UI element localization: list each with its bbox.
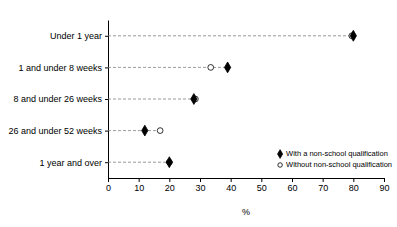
y-tick-mark <box>105 99 108 100</box>
dot-marker <box>157 128 163 134</box>
legend-marker <box>278 150 283 159</box>
x-tick: 10 <box>134 178 144 193</box>
y-tick-label: 1 year and over <box>39 158 102 168</box>
x-tick: 30 <box>195 178 205 193</box>
x-tick-mark <box>231 178 232 182</box>
x-axis-line <box>109 178 385 179</box>
legend-label: With a non-school qualification <box>286 149 388 158</box>
x-tick-label: 60 <box>287 183 297 193</box>
x-tick-label: 40 <box>226 183 236 193</box>
y-tick: 1 year and over <box>39 158 108 168</box>
x-tick-label: 70 <box>318 183 328 193</box>
x-tick: 0 <box>106 178 111 193</box>
legend-marker <box>278 163 283 168</box>
dot-marker <box>350 30 356 41</box>
x-tick-mark <box>384 178 385 182</box>
leader-line <box>108 35 353 36</box>
dot-marker <box>166 157 172 168</box>
y-tick-mark <box>105 36 108 37</box>
y-tick-label: 26 and under 52 weeks <box>8 126 102 136</box>
dot-marker <box>191 94 197 105</box>
x-tick-label: 20 <box>165 183 175 193</box>
x-tick-label: 50 <box>257 183 267 193</box>
x-tick-mark <box>169 178 170 182</box>
y-tick-mark <box>105 162 108 163</box>
leader-line <box>108 162 169 163</box>
x-axis-title: % <box>242 207 250 217</box>
x-tick-label: 90 <box>379 183 389 193</box>
y-tick-label: 8 and under 26 weeks <box>13 94 102 104</box>
legend-label: Without non-school qualification <box>286 160 392 169</box>
leader-line <box>108 99 195 100</box>
y-tick-mark <box>105 67 108 68</box>
y-tick-mark <box>105 131 108 132</box>
x-tick-mark <box>139 178 140 182</box>
x-tick-label: 0 <box>106 183 111 193</box>
y-axis-line <box>108 21 109 179</box>
leader-line <box>108 130 160 131</box>
y-tick: 1 and under 8 weeks <box>18 63 108 73</box>
dot-marker <box>142 125 148 136</box>
x-tick-label: 30 <box>195 183 205 193</box>
y-axis: Under 1 year 1 and under 8 weeks 8 and und… <box>8 21 108 179</box>
x-tick-label: 10 <box>134 183 144 193</box>
x-axis: 0 10 20 30 40 50 60 70 80 90 <box>106 178 390 193</box>
legend: With a non-school qualification Without n… <box>278 149 392 169</box>
x-tick: 60 <box>287 178 297 193</box>
y-tick: 8 and under 26 weeks <box>13 94 108 104</box>
x-tick: 70 <box>318 178 328 193</box>
plot-area <box>108 30 356 167</box>
x-tick-mark <box>292 178 293 182</box>
x-tick: 40 <box>226 178 236 193</box>
x-tick: 50 <box>257 178 267 193</box>
y-tick-label: Under 1 year <box>50 31 102 41</box>
x-tick: 80 <box>349 178 359 193</box>
x-tick-mark <box>353 178 354 182</box>
dot-marker <box>208 65 214 71</box>
x-tick-mark <box>108 178 109 182</box>
x-tick: 90 <box>379 178 389 193</box>
x-tick-mark <box>323 178 324 182</box>
y-tick-label: 1 and under 8 weeks <box>18 63 102 73</box>
x-tick-mark <box>261 178 262 182</box>
x-tick-mark <box>200 178 201 182</box>
dot-marker <box>224 62 230 73</box>
chart: 0 10 20 30 40 50 60 70 80 90 Under 1 year 1 and und… <box>0 0 397 227</box>
x-tick-label: 80 <box>349 183 359 193</box>
y-tick: 26 and under 52 weeks <box>8 126 108 136</box>
y-tick: Under 1 year <box>50 31 108 41</box>
x-tick: 20 <box>165 178 175 193</box>
